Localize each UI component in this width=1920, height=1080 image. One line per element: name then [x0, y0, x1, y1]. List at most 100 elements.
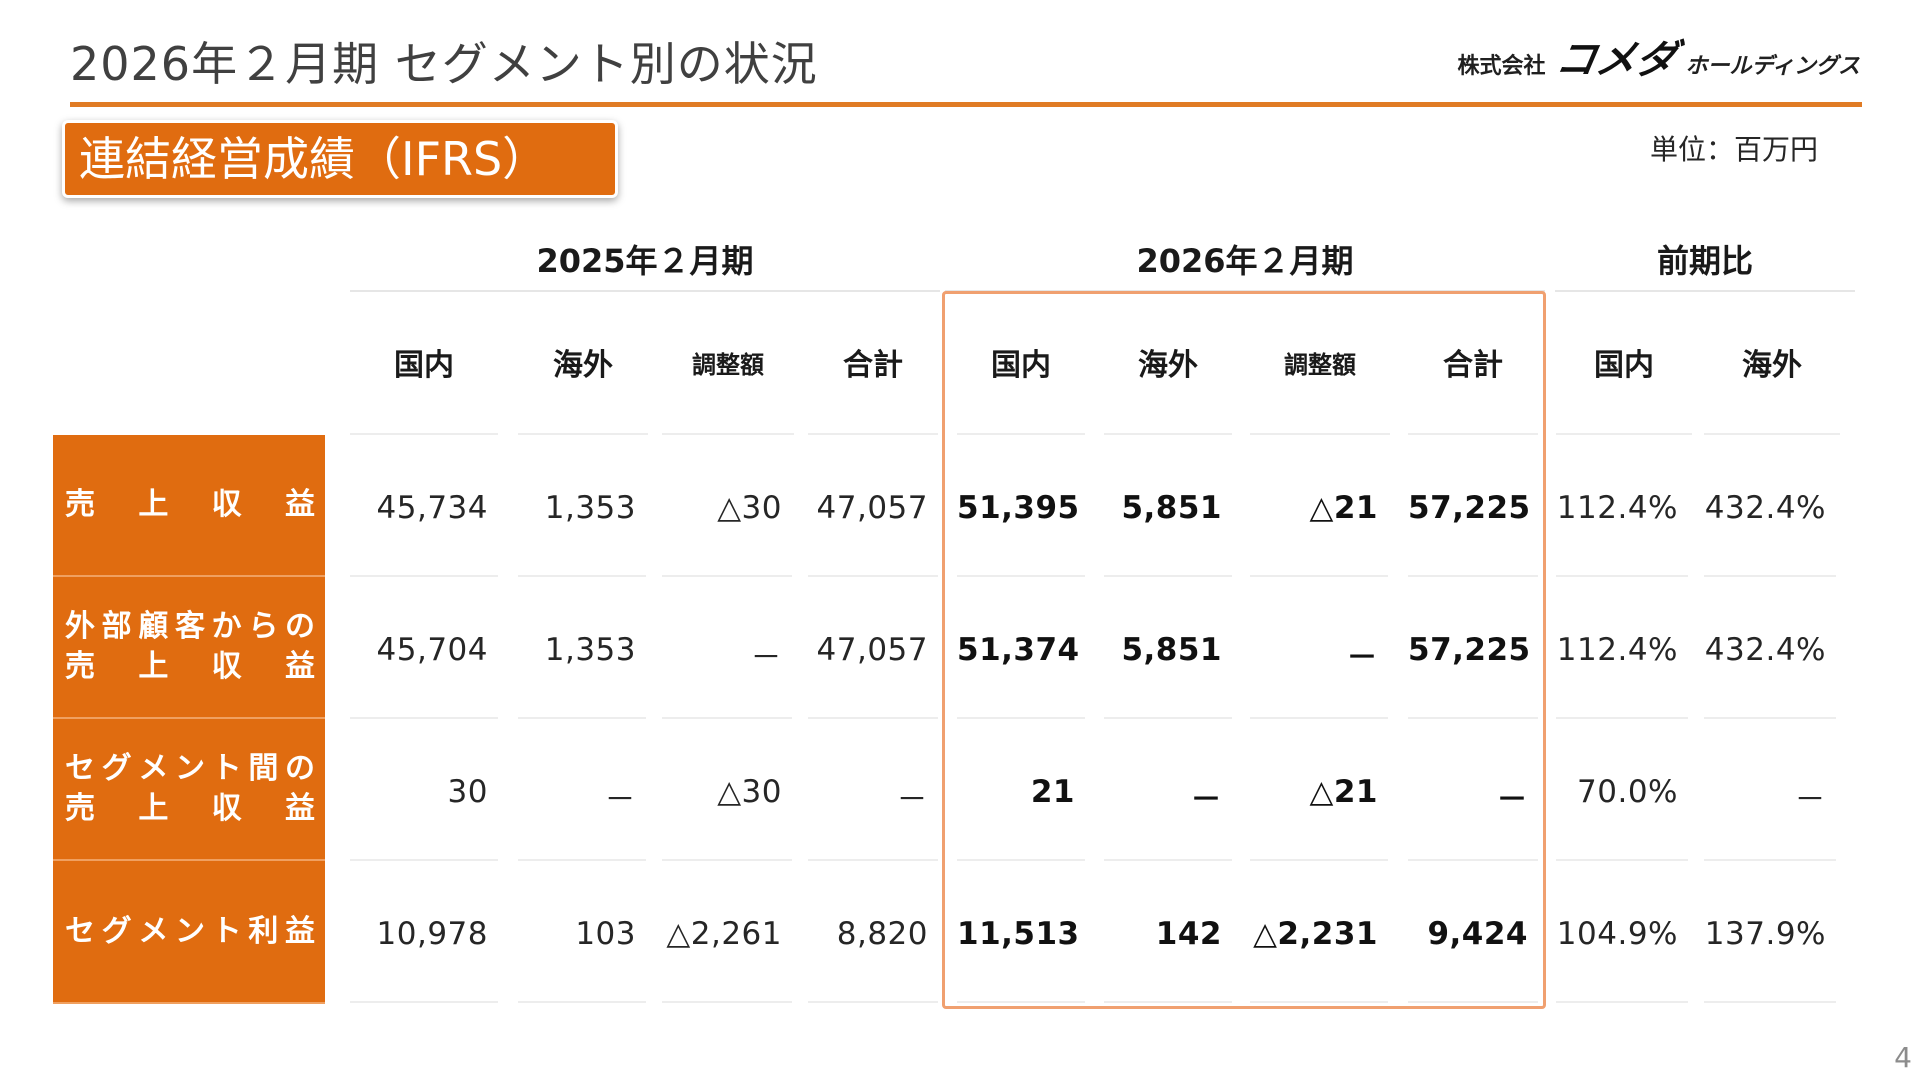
- row-label-line: セグメント利益: [65, 913, 317, 949]
- table-cell: 1,353: [544, 490, 636, 526]
- row-rule: [957, 717, 1085, 719]
- table-cell: 104.9%: [1556, 916, 1678, 952]
- row-label-segment-profit: セグメント利益: [53, 861, 325, 1004]
- group-header-fy2026: 2026年２月期: [1136, 242, 1354, 280]
- row-rule: [1250, 1001, 1388, 1003]
- row-rule: [350, 859, 498, 861]
- page-number: 4: [1894, 1041, 1912, 1074]
- row-rule: [808, 433, 938, 435]
- row-rule: [350, 717, 498, 719]
- row-label-line: 売 上 収 益: [65, 649, 317, 684]
- fy2026-highlight-frame: [942, 291, 1546, 1009]
- row-label-intersegment-revenue: セグメント間の 売 上 収 益: [53, 719, 325, 861]
- row-rule: [1704, 717, 1836, 719]
- row-rule: [662, 575, 792, 577]
- col-header-domestic-2026: 国内: [991, 348, 1051, 383]
- table-cell: 45,704: [376, 632, 488, 668]
- row-rule: [1104, 1001, 1232, 1003]
- col-header-domestic-yoy: 国内: [1594, 348, 1654, 383]
- table-cell: 1,353: [544, 632, 636, 668]
- table-cell: －: [896, 782, 928, 818]
- row-rule: [1704, 433, 1840, 435]
- row-rule: [1104, 433, 1232, 435]
- table-cell: △21: [1309, 490, 1378, 526]
- table-cell: －: [1794, 782, 1826, 818]
- logo-suffix-text: ホールディングス: [1685, 54, 1860, 79]
- row-rule: [1250, 859, 1388, 861]
- row-rule: [808, 1001, 938, 1003]
- row-rule: [957, 859, 1085, 861]
- group-header-yoy: 前期比: [1656, 242, 1753, 280]
- table-cell: 57,225: [1408, 632, 1531, 668]
- table-cell: 112.4%: [1556, 490, 1678, 526]
- row-rule: [662, 433, 794, 435]
- table-cell: 51,374: [957, 632, 1080, 668]
- table-cell: 70.0%: [1577, 774, 1678, 810]
- row-rule: [1704, 859, 1836, 861]
- row-rule: [518, 575, 646, 577]
- table-cell: 21: [1030, 774, 1075, 810]
- section-badge: 連結経営成績（IFRS）: [62, 120, 618, 198]
- row-rule: [957, 1001, 1085, 1003]
- col-header-total-2026: 合計: [1443, 348, 1503, 383]
- row-rule: [518, 859, 646, 861]
- row-rule: [1104, 575, 1232, 577]
- row-rule: [1408, 433, 1538, 435]
- table-cell: 112.4%: [1556, 632, 1678, 668]
- row-label-line: 外部顧客からの: [65, 609, 317, 644]
- table-cell: △2,261: [666, 916, 782, 952]
- table-cell: △21: [1309, 774, 1378, 810]
- row-rule: [518, 1001, 646, 1003]
- group-header-fy2025: 2025年２月期: [536, 242, 754, 280]
- row-label-line: セグメント間の: [65, 751, 317, 786]
- row-label-external-revenue: 外部顧客からの 売 上 収 益: [53, 577, 325, 719]
- title-divider: [70, 102, 1862, 107]
- table-cell: △2,231: [1253, 916, 1378, 952]
- row-rule: [518, 717, 646, 719]
- unit-label: 単位：百万円: [1649, 133, 1818, 166]
- table-cell: 9,424: [1427, 916, 1528, 952]
- row-rule: [1704, 575, 1836, 577]
- row-rule: [350, 575, 498, 577]
- row-rule: [957, 433, 1085, 435]
- row-rule: [662, 1001, 792, 1003]
- row-rule: [1408, 859, 1538, 861]
- row-rule: [662, 717, 792, 719]
- group-rule: [350, 290, 940, 292]
- row-rule: [808, 717, 938, 719]
- table-cell: 432.4%: [1704, 490, 1826, 526]
- row-label-line: 売 上 収 益: [65, 487, 317, 522]
- table-cell: －: [604, 782, 636, 818]
- table-cell: 103: [575, 916, 636, 952]
- col-header-overseas-yoy: 海外: [1742, 348, 1802, 383]
- table-cell: △30: [717, 774, 782, 810]
- row-rule: [1104, 717, 1232, 719]
- table-cell: 47,057: [816, 632, 928, 668]
- col-header-overseas-2026: 海外: [1138, 348, 1198, 383]
- row-rule: [1556, 1001, 1688, 1003]
- table-cell: －: [750, 640, 782, 676]
- row-rule: [1556, 859, 1688, 861]
- row-rule: [957, 575, 1085, 577]
- row-rule: [808, 859, 938, 861]
- table-cell: 142: [1155, 916, 1222, 952]
- row-rule: [518, 433, 648, 435]
- row-rule: [1408, 717, 1538, 719]
- row-rule: [1408, 575, 1538, 577]
- row-rule: [1250, 575, 1388, 577]
- table-cell: 8,820: [836, 916, 928, 952]
- slide-title: 2026年２月期 セグメント別の状況: [70, 37, 818, 91]
- table-cell: 51,395: [957, 490, 1080, 526]
- table-cell: 45,734: [376, 490, 488, 526]
- row-rule: [1250, 717, 1388, 719]
- table-cell: 10,978: [376, 916, 488, 952]
- table-cell: 137.9%: [1704, 916, 1826, 952]
- row-rule: [662, 859, 792, 861]
- row-rule: [808, 575, 938, 577]
- table-cell: 5,851: [1121, 632, 1222, 668]
- row-rule: [1556, 717, 1688, 719]
- table-cell: 11,513: [957, 916, 1080, 952]
- row-rule: [1104, 859, 1232, 861]
- row-rule: [1250, 433, 1390, 435]
- col-header-overseas-2025: 海外: [553, 348, 613, 383]
